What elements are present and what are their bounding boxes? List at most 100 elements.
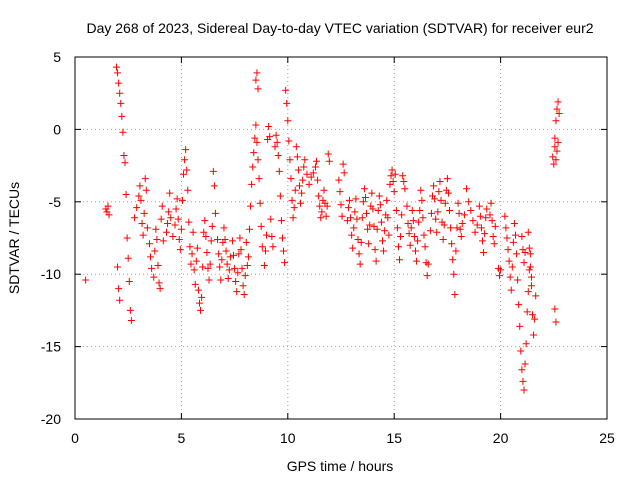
data-point [517,347,525,355]
data-point [303,170,311,178]
data-point [318,208,326,216]
data-point [218,256,226,264]
data-point [292,143,300,151]
data-point [133,204,141,212]
data-point [358,214,366,222]
x-tick-label: 20 [493,430,509,446]
data-point [337,201,345,209]
data-point [396,256,404,264]
data-point [530,331,538,339]
data-point [192,257,200,265]
data-point [355,250,363,258]
data-point [486,211,494,219]
data-point [234,269,242,277]
data-point [452,247,460,255]
data-point [456,225,464,233]
data-point [112,63,120,71]
data-point [216,263,224,271]
data-point [286,156,294,164]
data-point [274,151,282,159]
data-point [336,188,344,196]
data-point [414,237,422,245]
data-point [252,76,260,84]
data-point [514,276,522,284]
data-point [167,214,175,222]
data-point [508,263,516,271]
data-point [401,185,409,193]
data-point [369,205,377,213]
data-point [352,195,360,203]
data-point [178,196,186,204]
data-point [299,176,307,184]
data-point [488,217,496,225]
data-point [357,238,365,246]
plot-frame [74,56,608,420]
data-point [359,198,367,206]
data-point [189,228,197,236]
data-point [116,296,124,304]
data-point [416,206,424,214]
data-point [404,220,412,228]
data-point [553,147,561,155]
data-point [221,235,229,243]
data-point [324,150,332,158]
data-point [121,159,129,167]
y-tick-label: 5 [53,49,61,65]
data-point [356,260,364,268]
data-point [441,199,449,207]
data-point [476,212,484,220]
data-point [190,266,198,274]
data-point [507,286,515,294]
data-point [208,222,216,230]
data-point [114,263,122,271]
data-point [232,277,240,285]
data-point [252,121,260,129]
data-point [233,288,241,296]
data-point [372,257,380,265]
data-point [273,138,281,146]
data-point [267,215,275,223]
data-point [398,211,406,219]
data-point [171,221,179,229]
data-point [444,189,452,197]
data-point [272,131,280,139]
data-point [159,237,167,245]
data-point [380,247,388,255]
data-point [348,231,356,239]
data-point [434,208,442,216]
data-point [235,250,243,258]
data-point [393,224,401,232]
data-point [215,250,223,258]
data-point [135,192,143,200]
data-point [385,231,393,239]
data-point [523,308,531,316]
data-point [210,182,218,190]
data-point [520,386,528,394]
data-point [360,185,368,193]
data-point [423,272,431,280]
data-point [231,264,239,272]
data-point [230,251,238,259]
data-point [140,209,148,217]
data-point [515,301,523,309]
data-point [224,275,232,283]
data-point [453,224,461,232]
data-point [504,246,512,254]
data-point [207,237,215,245]
data-point [228,237,236,245]
data-point [354,235,362,243]
data-point [253,69,261,77]
data-point [431,195,439,203]
data-point [177,225,185,233]
x-tick-label: 25 [599,430,615,446]
data-point [147,253,155,261]
data-point [156,285,164,293]
data-point [289,214,297,222]
data-point [525,266,533,274]
data-point [313,157,321,165]
data-point [394,243,402,251]
data-point [164,220,172,228]
data-point [501,212,509,220]
data-point [532,292,540,300]
data-point [205,276,213,284]
